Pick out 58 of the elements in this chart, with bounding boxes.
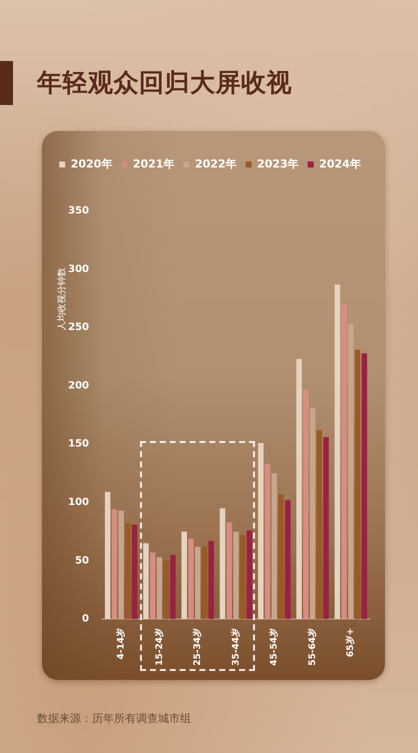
bar xyxy=(272,473,278,619)
x-tick-label: 45-54岁 xyxy=(268,628,280,666)
bar xyxy=(188,538,194,619)
bar xyxy=(208,540,214,619)
bar xyxy=(233,532,239,619)
bar xyxy=(156,557,162,619)
legend-label: 2022年 xyxy=(194,157,237,170)
legend-label: 2023年 xyxy=(257,157,299,170)
bar xyxy=(303,389,309,619)
x-tick-label: 65岁+ xyxy=(345,628,356,658)
bar xyxy=(362,353,368,619)
bar xyxy=(226,522,232,619)
bar xyxy=(310,408,316,619)
bar xyxy=(170,554,176,619)
bar xyxy=(278,494,284,619)
bar xyxy=(202,546,208,619)
bar xyxy=(334,284,340,619)
y-tick-label: 250 xyxy=(68,322,90,334)
bar xyxy=(341,304,347,619)
y-tick-label: 150 xyxy=(68,438,90,450)
bar xyxy=(163,560,169,619)
x-tick-label: 4-14岁 xyxy=(115,628,126,660)
bar xyxy=(246,530,252,619)
bar xyxy=(181,532,187,619)
legend-label: 2020年 xyxy=(70,157,112,170)
bar xyxy=(348,324,354,619)
y-tick-label: 200 xyxy=(68,380,90,392)
bar xyxy=(354,350,360,619)
bar xyxy=(118,510,124,619)
y-tick-label: 350 xyxy=(68,206,90,217)
bar xyxy=(194,546,200,619)
y-tick-label: 50 xyxy=(75,555,90,566)
bar xyxy=(258,442,264,619)
bar xyxy=(316,430,322,619)
bar xyxy=(296,359,302,619)
bar xyxy=(112,509,118,619)
chart-title: 年轻观众回归大屏收视 xyxy=(37,67,292,99)
x-tick-label: 55-64岁 xyxy=(306,628,318,666)
y-tick-label: 0 xyxy=(82,614,90,625)
bar xyxy=(285,500,291,619)
y-axis-title: 人均收视分钟数 xyxy=(56,268,68,330)
legend-label: 2021年 xyxy=(132,157,174,170)
source-note: 数据来源：历年所有调查城市组 xyxy=(37,711,191,726)
x-tick-label: 25-34岁 xyxy=(192,628,204,666)
bar xyxy=(132,524,138,619)
y-tick-label: 100 xyxy=(68,497,90,508)
bar xyxy=(150,552,156,619)
x-tick-label: 35-44岁 xyxy=(230,628,242,666)
bar xyxy=(143,543,149,619)
bar xyxy=(264,464,270,619)
bar xyxy=(125,523,131,619)
bar xyxy=(104,492,110,619)
bar xyxy=(240,535,246,619)
y-tick-label: 300 xyxy=(68,264,90,275)
bar xyxy=(220,508,226,619)
legend-label: 2024年 xyxy=(319,157,361,170)
bar xyxy=(323,437,329,619)
x-tick-label: 15-24岁 xyxy=(154,628,165,666)
